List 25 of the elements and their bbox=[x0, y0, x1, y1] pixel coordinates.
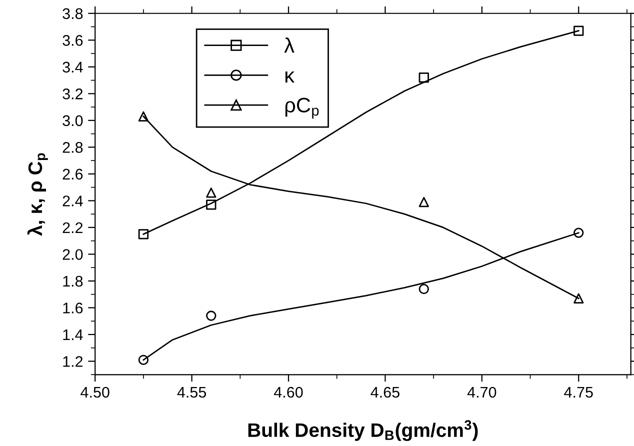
y-tick-label: 3.0 bbox=[62, 115, 83, 126]
y-tick-label: 2.8 bbox=[62, 142, 83, 153]
y-tick-label: 2.4 bbox=[62, 196, 83, 206]
y-tick-label: 3.4 bbox=[62, 62, 83, 73]
x-tick-label: 4.75 bbox=[564, 387, 593, 398]
y-tick-label: 2.6 bbox=[62, 168, 83, 180]
y-tick-label: 1.8 bbox=[63, 276, 83, 287]
x-tick-label: 4.65 bbox=[370, 386, 400, 398]
x-tick-label: 4.70 bbox=[467, 386, 496, 398]
legend-label: κ bbox=[285, 71, 295, 82]
y-tick-label: 3.2 bbox=[62, 88, 83, 100]
y-tick-label: 1.6 bbox=[63, 302, 83, 314]
x-axis-title: Bulk Density D$_{B}$(gm/cm$^{3}$) bbox=[248, 420, 478, 441]
y-tick-label: 1.4 bbox=[63, 330, 83, 340]
y-axis-title: λ, κ, ρ C$_{p}$ bbox=[27, 153, 48, 236]
legend-label: ρC$_{p}$ bbox=[285, 98, 319, 119]
y-tick-label: 3.6 bbox=[62, 35, 83, 46]
y-tick-label: 1.2 bbox=[63, 356, 83, 367]
x-tick-label: 4.60 bbox=[274, 386, 303, 398]
y-tick-label: 3.8 bbox=[62, 8, 83, 20]
y-tick-label: 2.0 bbox=[62, 249, 83, 260]
x-tick-label: 4.55 bbox=[177, 387, 206, 398]
x-tick-label: 4.50 bbox=[80, 386, 110, 398]
y-tick-label: 2.2 bbox=[62, 222, 83, 233]
legend-label: λ bbox=[284, 38, 294, 53]
